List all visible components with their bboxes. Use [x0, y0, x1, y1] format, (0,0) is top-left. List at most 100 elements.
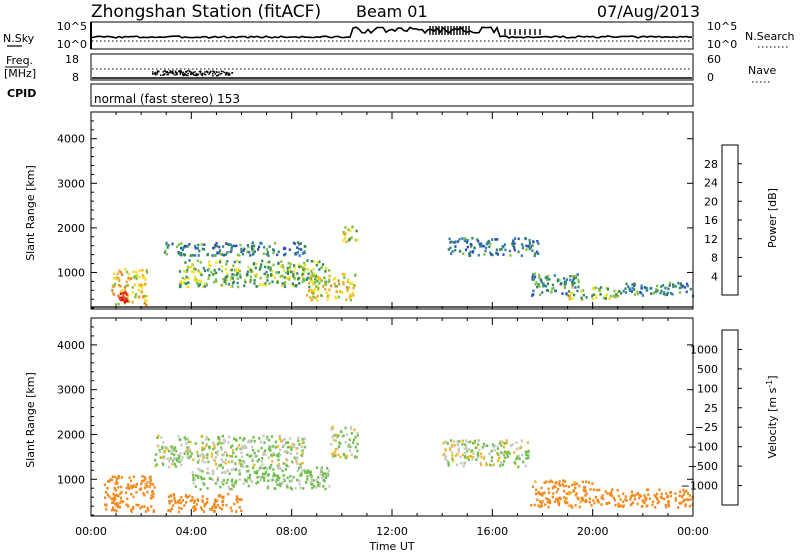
- echo-cell: [127, 505, 130, 508]
- echo-cell: [296, 251, 299, 254]
- nave-point: [212, 70, 214, 73]
- echo-cell: [288, 275, 291, 279]
- echo-cell: [546, 498, 549, 501]
- echo-cell: [354, 273, 357, 277]
- echo-cell: [476, 238, 479, 241]
- echo-cell: [226, 454, 229, 457]
- echo-cell: [568, 297, 571, 301]
- echo-cell: [292, 445, 296, 448]
- echo-cell: [527, 456, 530, 460]
- echo-cell: [197, 458, 200, 462]
- echo-cell: [256, 454, 259, 457]
- echo-cell: [337, 453, 340, 457]
- echo-cell: [267, 473, 270, 476]
- echo-cell: [568, 491, 571, 494]
- echo-cell: [503, 442, 507, 445]
- echo-cell: [600, 286, 603, 289]
- echo-cell: [253, 282, 256, 285]
- echo-cell: [111, 497, 114, 500]
- echo-cell: [644, 496, 647, 500]
- echo-cell: [192, 458, 195, 461]
- echo-cell: [117, 302, 120, 306]
- echo-cell: [176, 245, 179, 249]
- echo-cell: [632, 494, 635, 497]
- echo-cell: [114, 508, 117, 512]
- echo-cell: [334, 277, 337, 280]
- echo-cell: [259, 265, 262, 269]
- echo-cell: [276, 476, 279, 480]
- echo-cell: [172, 449, 175, 452]
- echo-cell: [323, 476, 326, 479]
- echo-cell: [631, 283, 634, 286]
- echo-cell: [550, 479, 553, 483]
- echo-cell: [354, 435, 357, 439]
- echo-cell: [527, 245, 530, 248]
- echo-cell: [575, 482, 578, 486]
- echo-cell: [571, 286, 574, 289]
- echo-cell: [141, 268, 144, 272]
- echo-cell: [124, 289, 127, 292]
- echo-cell: [589, 488, 592, 491]
- nsearch-tick-top: 10^5: [707, 20, 737, 33]
- echo-cell: [563, 496, 566, 499]
- echo-cell: [316, 285, 319, 288]
- echo-cell: [509, 444, 512, 447]
- echo-cell: [185, 501, 188, 504]
- echo-cell: [669, 491, 672, 494]
- echo-cell: [312, 292, 315, 295]
- echo-cell: [253, 244, 256, 248]
- echo-cell: [140, 283, 143, 287]
- echo-cell: [253, 439, 256, 443]
- echo-cell: [481, 446, 484, 449]
- nave-point: [167, 72, 170, 74]
- echo-cell: [472, 250, 475, 253]
- echo-cell: [650, 286, 653, 290]
- echo-cell: [282, 477, 285, 480]
- echo-cell: [268, 445, 271, 449]
- echo-cell: [137, 503, 140, 507]
- echo-cell: [565, 492, 568, 496]
- echo-cell: [266, 251, 270, 254]
- echo-cell: [214, 278, 218, 281]
- echo-cell: [135, 277, 138, 281]
- echo-cell: [330, 452, 333, 456]
- echo-cell: [247, 469, 250, 473]
- echo-cell: [332, 277, 335, 281]
- echo-cell: [685, 290, 688, 294]
- echo-cell: [166, 457, 169, 460]
- echo-cell: [665, 505, 668, 509]
- echo-cell: [126, 497, 129, 501]
- echo-cell: [161, 456, 164, 459]
- echo-cell: [355, 229, 358, 233]
- echo-cell: [660, 285, 663, 288]
- echo-cell: [532, 293, 535, 296]
- echo-cell: [216, 443, 219, 446]
- echo-cell: [515, 441, 518, 444]
- echo-cell: [639, 291, 642, 294]
- echo-cell: [606, 502, 609, 505]
- nave-point: [200, 70, 202, 73]
- echo-cell: [310, 260, 313, 263]
- echo-cell: [309, 296, 312, 299]
- echo-cell: [576, 496, 579, 500]
- echo-cell: [142, 479, 145, 482]
- echo-cell: [282, 474, 285, 477]
- echo-cell: [238, 473, 241, 476]
- echo-cell: [477, 451, 480, 455]
- echo-cell: [202, 453, 205, 457]
- echo-cell: [600, 496, 603, 499]
- echo-cell: [243, 444, 246, 447]
- echo-cell: [344, 440, 347, 444]
- echo-cell: [179, 280, 182, 283]
- echo-cell: [301, 275, 304, 279]
- echo-cell: [276, 483, 279, 486]
- echo-cell: [129, 508, 133, 512]
- echo-cell: [524, 464, 527, 468]
- echo-cell: [130, 484, 133, 488]
- echo-cell: [490, 253, 493, 256]
- echo-cell: [330, 284, 333, 288]
- echo-cell: [598, 488, 601, 492]
- echo-cell: [215, 241, 218, 245]
- echo-cell: [353, 428, 356, 432]
